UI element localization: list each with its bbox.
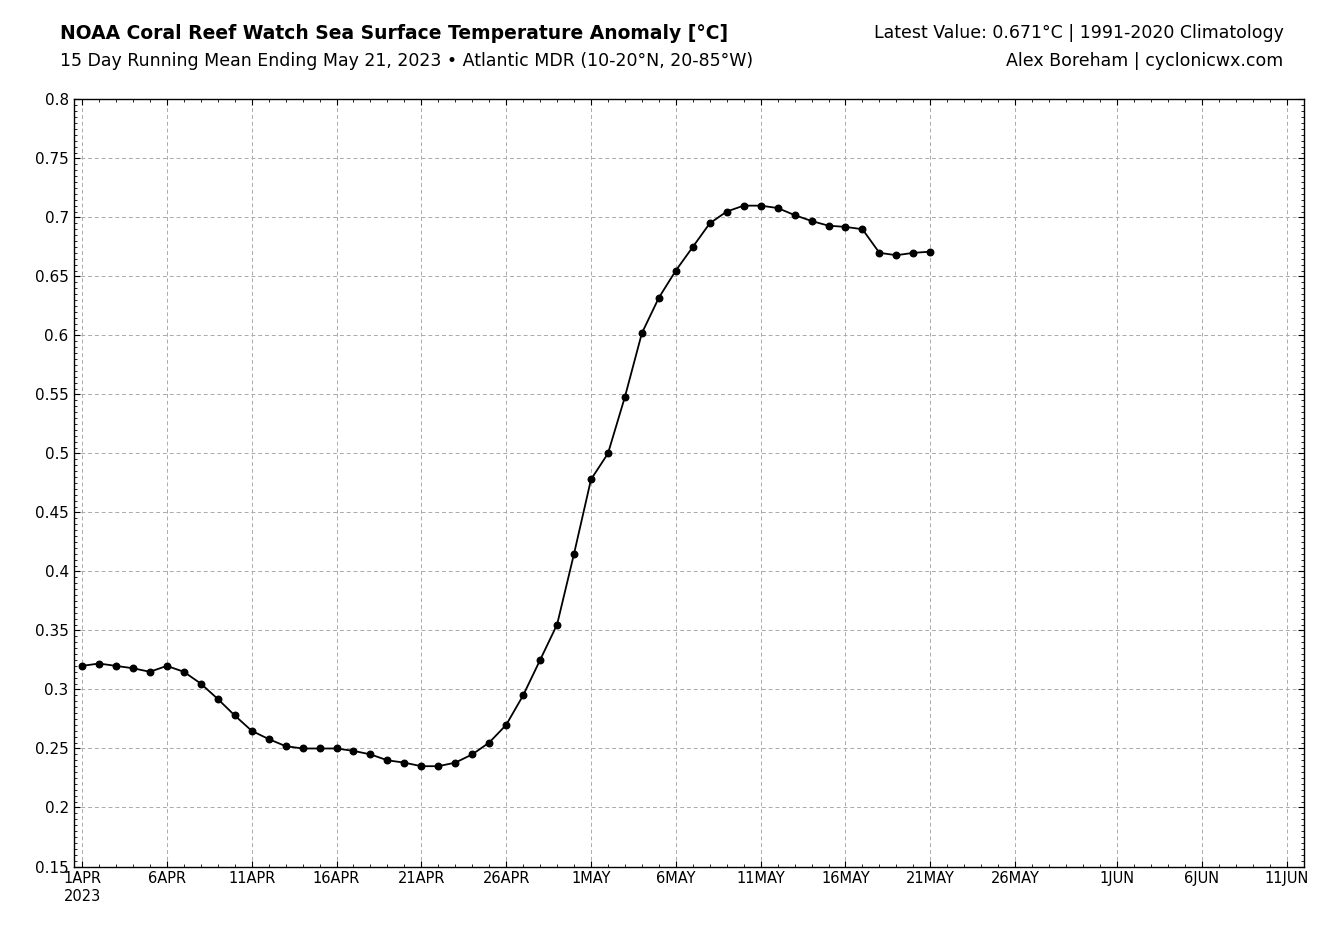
Point	[631, 326, 652, 341]
Point	[885, 247, 906, 262]
Point	[818, 218, 840, 233]
Point	[258, 731, 279, 746]
Point	[342, 743, 364, 759]
Point	[309, 741, 330, 756]
Point	[783, 207, 805, 223]
Point	[225, 707, 246, 723]
Point	[190, 676, 211, 691]
Point	[172, 664, 194, 679]
Point	[241, 724, 262, 739]
Point	[106, 658, 127, 673]
Text: NOAA Coral Reef Watch Sea Surface Temperature Anomaly [°C]: NOAA Coral Reef Watch Sea Surface Temper…	[60, 24, 729, 43]
Text: Alex Boreham | cyclonicwx.com: Alex Boreham | cyclonicwx.com	[1007, 52, 1284, 70]
Point	[767, 201, 789, 216]
Point	[291, 741, 313, 756]
Point	[122, 661, 143, 676]
Point	[682, 240, 703, 255]
Point	[71, 658, 92, 673]
Text: Latest Value: 0.671°C | 1991-2020 Climatology: Latest Value: 0.671°C | 1991-2020 Climat…	[873, 24, 1284, 42]
Point	[326, 741, 348, 756]
Point	[750, 198, 771, 213]
Point	[479, 735, 500, 750]
Text: 15 Day Running Mean Ending May 21, 2023 • Atlantic MDR (10-20°N, 20-85°W): 15 Day Running Mean Ending May 21, 2023 …	[60, 52, 753, 70]
Point	[717, 204, 738, 219]
Point	[852, 222, 873, 237]
Point	[598, 446, 619, 461]
Point	[920, 244, 941, 259]
Point	[445, 755, 467, 770]
Point	[902, 245, 924, 260]
Point	[88, 656, 110, 671]
Point	[733, 198, 754, 213]
Point	[377, 753, 398, 768]
Point	[139, 664, 160, 679]
Point	[156, 658, 178, 673]
Point	[207, 691, 229, 706]
Point	[869, 245, 890, 260]
Point	[393, 755, 414, 770]
Point	[529, 652, 551, 668]
Point	[664, 263, 686, 278]
Point	[547, 617, 568, 633]
Point	[648, 290, 670, 305]
Point	[410, 759, 432, 774]
Point	[699, 216, 721, 231]
Point	[580, 472, 602, 487]
Point	[563, 546, 584, 562]
Point	[461, 747, 483, 762]
Point	[428, 759, 449, 774]
Point	[275, 739, 297, 754]
Point	[801, 213, 822, 228]
Point	[360, 747, 381, 762]
Point	[614, 389, 635, 404]
Point	[512, 688, 533, 703]
Point	[834, 220, 856, 235]
Point	[496, 717, 517, 732]
